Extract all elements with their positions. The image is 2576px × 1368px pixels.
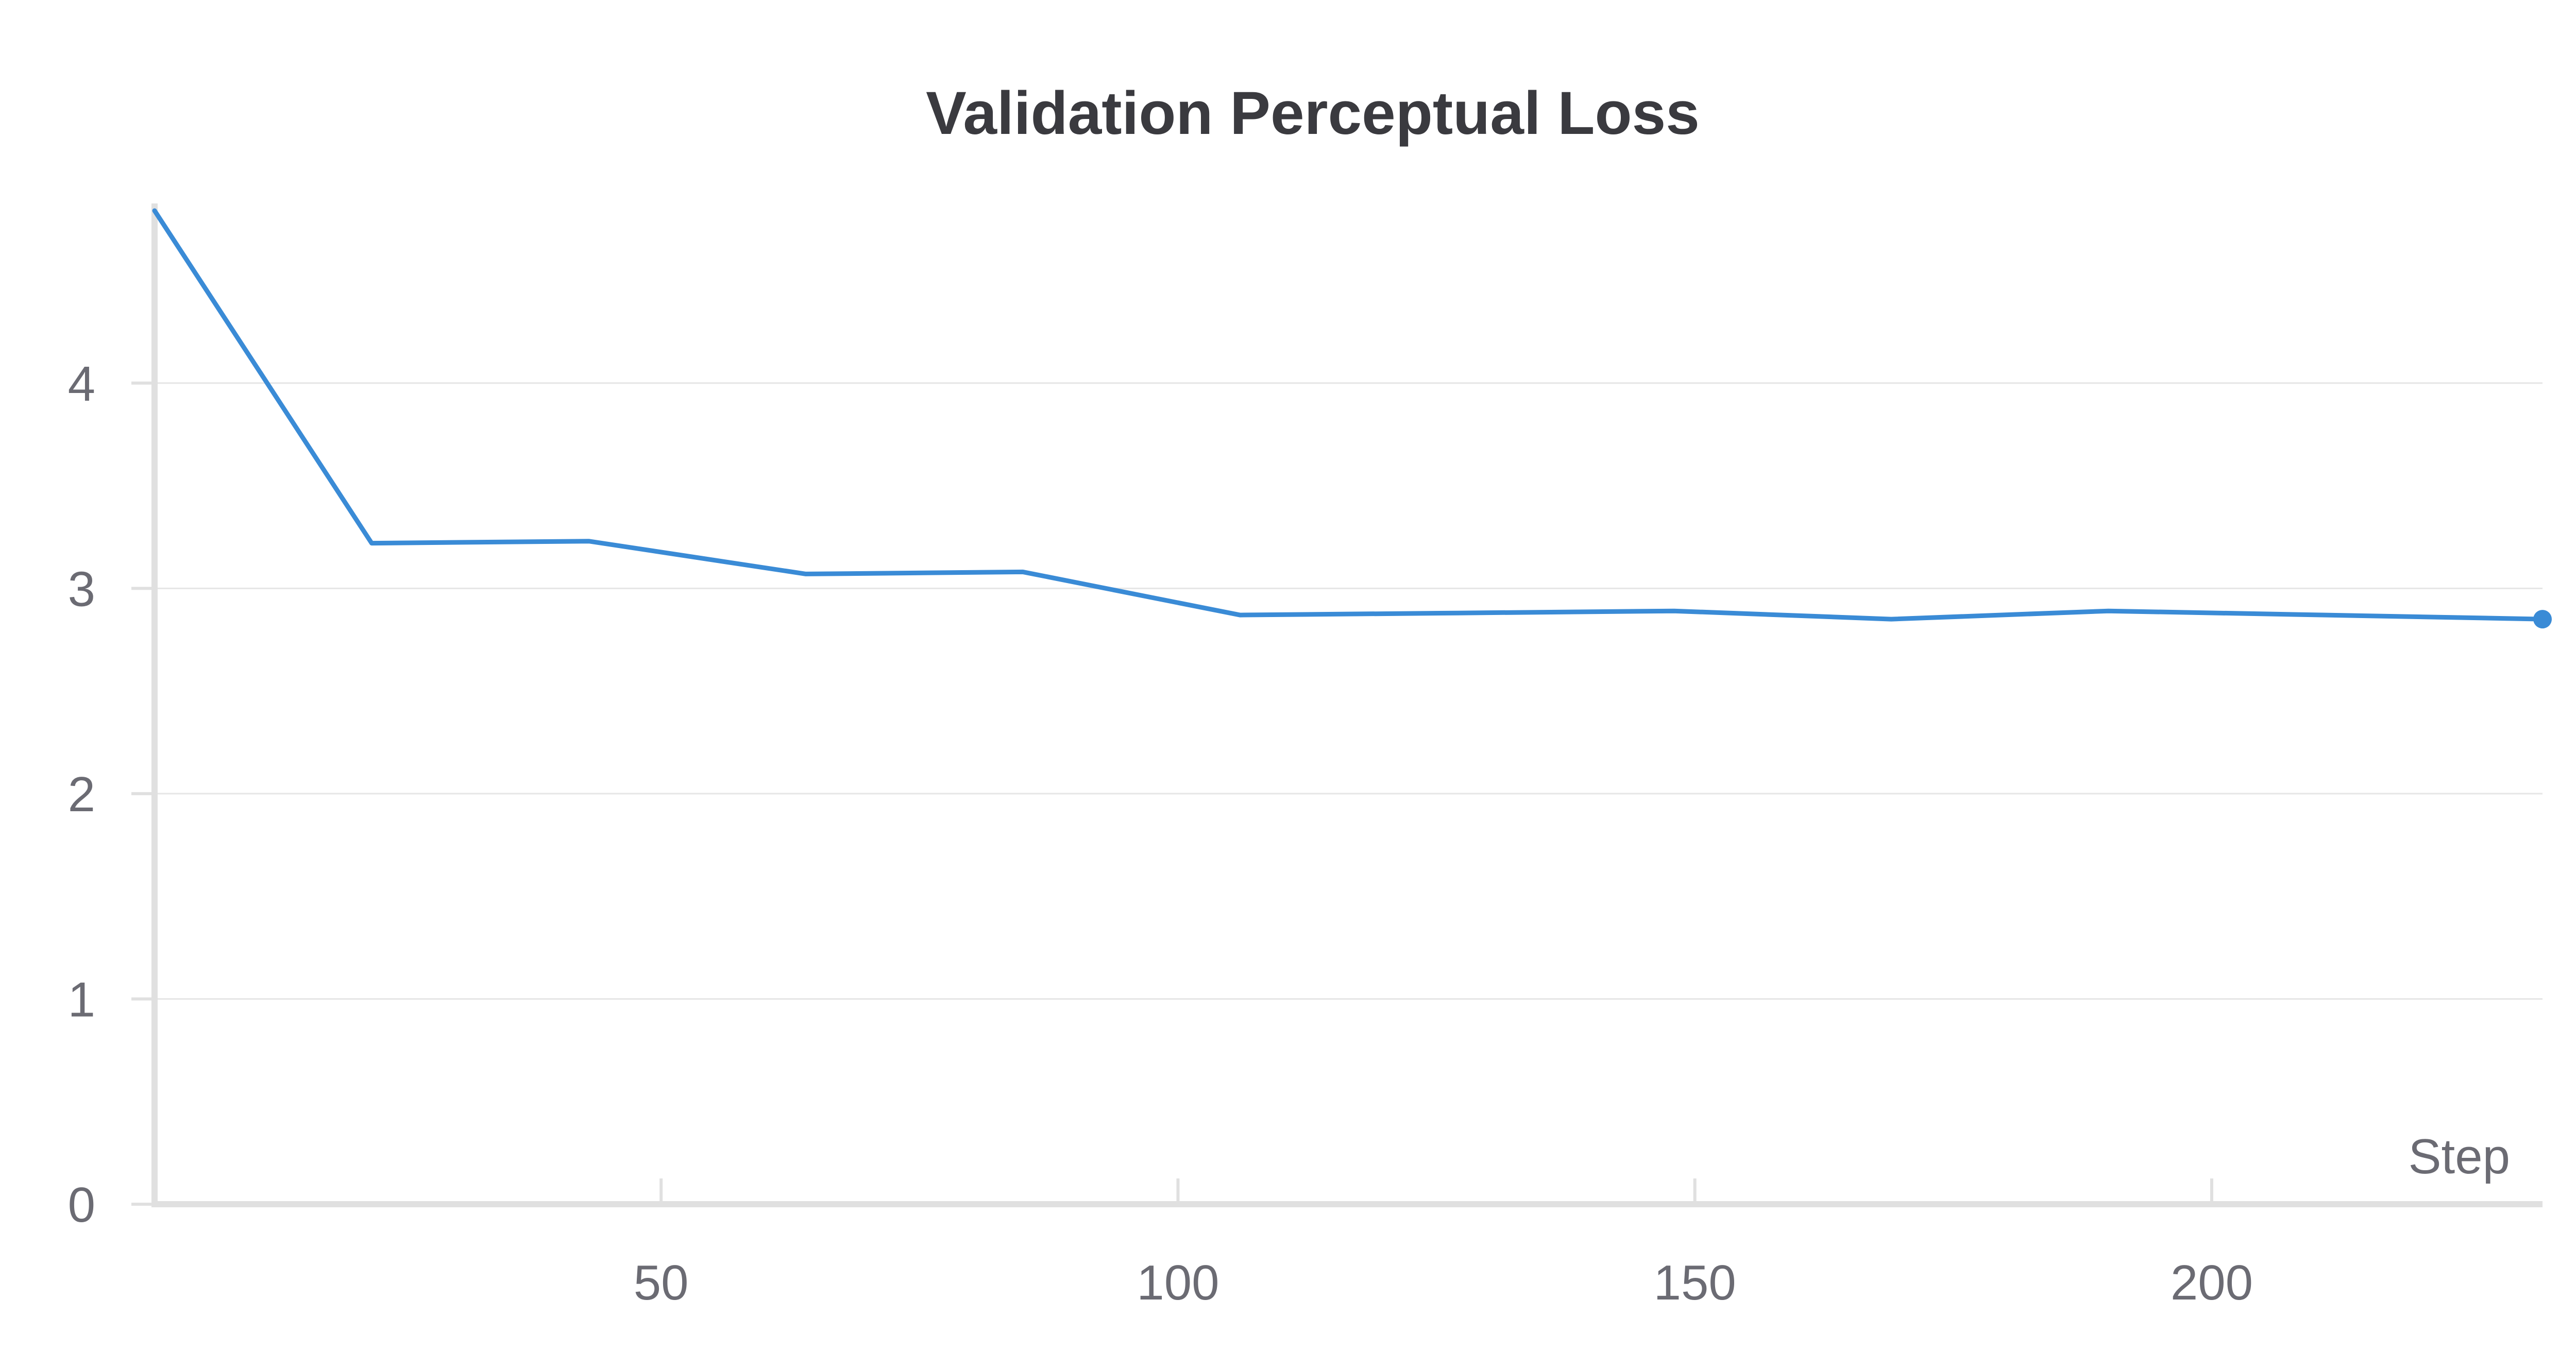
series-line — [152, 208, 2545, 622]
x-tick-label: 50 — [634, 1255, 689, 1310]
y-tick-label: 2 — [68, 767, 95, 822]
y-tick-label: 4 — [68, 356, 95, 412]
y-tick-label: 1 — [68, 972, 95, 1027]
axes: 0 1 2 3 4 50 100 150 200 — [68, 203, 2543, 1310]
y-tick-label: 0 — [68, 1177, 95, 1233]
series — [152, 208, 2552, 629]
x-tick-label: 200 — [2171, 1255, 2253, 1310]
chart-title: Validation Perceptual Loss — [926, 79, 1700, 147]
x-tick-label: 100 — [1137, 1255, 1219, 1310]
gridlines — [155, 382, 2543, 1000]
x-axis-label: Step — [2409, 1129, 2510, 1184]
y-tick-label: 3 — [68, 561, 95, 617]
x-tick-label: 150 — [1654, 1255, 1736, 1310]
series-end-point — [2533, 610, 2552, 629]
